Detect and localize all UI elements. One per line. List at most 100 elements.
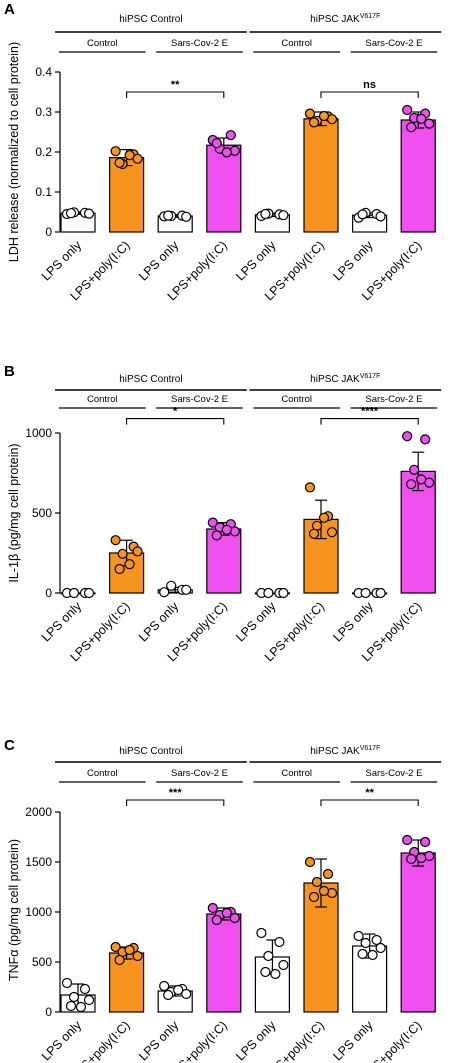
subgroup-label: Sars-Cov-2 E [171,38,228,49]
data-point [110,146,121,157]
bar [206,144,242,233]
data-point [311,876,323,888]
data-point [308,891,320,903]
x-tick-label: LPS only [330,1018,376,1063]
data-point [229,912,240,924]
x-tick-label: LPS only [330,238,376,284]
subgroup-label: Control [281,394,312,405]
data-point [75,1001,87,1013]
data-point [124,559,135,570]
data-point [166,580,177,591]
data-point [367,949,378,961]
data-point [221,147,232,158]
y-tick-label: 0.2 [35,145,52,159]
data-point [263,950,274,962]
bar [400,470,436,594]
data-point [163,989,174,1001]
significance-bracket [126,91,225,98]
significance-label: ** [171,79,180,91]
x-tick-label: LPS only [136,1018,182,1063]
data-point [375,211,386,222]
bar [206,913,242,1013]
x-tick-label: LPS only [233,1018,279,1063]
data-point [256,927,267,939]
data-point [110,941,121,953]
subgroup-label: Sars-Cov-2 E [171,768,228,779]
data-point [406,122,417,133]
data-point [124,944,135,956]
data-point [124,150,135,161]
bar [400,852,436,1013]
data-point [181,211,192,222]
significance-label: *** [169,787,183,799]
data-point [159,587,170,598]
data-point [278,959,289,971]
data-point [353,930,364,942]
data-point [371,934,382,946]
data-point [304,108,316,119]
data-point [83,587,95,599]
data-point [68,991,80,1003]
subgroup-label: Control [87,38,118,49]
data-point [211,138,222,149]
data-point [318,885,330,897]
y-axis-label: TNFα (pg/mg cell protein) [7,839,21,981]
y-tick-label: 0.3 [35,105,52,119]
data-point [424,118,435,129]
subgroup-label: Control [87,768,118,779]
y-tick-label: 0.4 [35,65,52,79]
subgroup-label: Sars-Cov-2 E [365,38,422,49]
y-tick-label: 0 [45,225,52,239]
subgroup-label: Sars-Cov-2 E [365,394,422,405]
data-point [420,434,431,445]
data-point [79,983,91,995]
group-label: hiPSC JAKV617F [310,373,380,385]
data-point [132,546,143,557]
significance-label: * [173,406,178,418]
data-point [420,836,431,848]
significance-label: ** [365,787,374,799]
data-point [181,988,192,1000]
subgroup-label: Sars-Cov-2 E [171,394,228,405]
x-tick-label: LPS only [330,599,376,645]
data-point [114,157,125,168]
data-point [65,1000,77,1012]
data-point [308,528,320,539]
data-point [270,968,281,980]
data-point [114,954,125,966]
data-point [114,563,125,575]
data-point [326,527,338,538]
data-point [416,852,427,864]
significance-bracket [126,418,225,425]
group-label: hiPSC Control [119,14,182,25]
data-point [416,113,427,124]
significance-bracket [320,91,419,98]
data-point [360,937,371,949]
x-tick-label: LPS only [136,599,182,645]
group-label: hiPSC JAKV617F [310,13,380,25]
y-tick-label: 0 [45,1005,52,1019]
y-axis-label: IL-1β (pg/mg cell protein) [7,443,21,582]
y-tick-label: 1000 [25,905,52,919]
data-point [406,479,417,490]
data-point [304,482,316,493]
data-point [159,980,170,992]
bar [303,882,339,1013]
bar [108,952,145,1013]
data-point [360,587,371,599]
data-point [211,530,222,541]
data-point [375,942,386,954]
x-tick-label: LPS only [136,238,182,284]
group-label: hiPSC Control [119,374,182,385]
significance-label: **** [361,406,379,418]
data-point [173,984,184,996]
significance-label: ns [363,79,376,91]
data-point [181,584,192,595]
significance-bracket [320,418,419,425]
data-point [402,104,413,116]
group-label: hiPSC JAKV617F [310,745,380,757]
data-point [207,517,218,528]
